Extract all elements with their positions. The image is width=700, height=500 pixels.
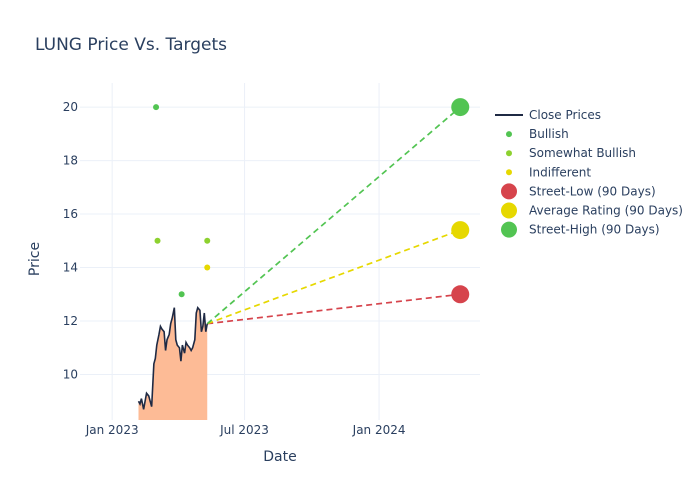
legend-swatch (506, 131, 512, 138)
target-line (207, 293, 461, 325)
y-tick-label: 18 (63, 154, 78, 168)
target-marker (451, 221, 470, 240)
rating-point (153, 104, 160, 111)
x-tick-label: Jul 2023 (219, 423, 269, 437)
y-tick-label: 10 (63, 368, 78, 382)
rating-point (204, 264, 211, 271)
close-price-area (138, 307, 208, 420)
x-axis-label: Date (263, 449, 296, 465)
legend-label: Street-Low (90 Days) (529, 184, 656, 198)
y-tick-label: 20 (63, 100, 78, 114)
legend-label: Close Prices (529, 108, 601, 122)
close-price-path (137, 305, 209, 410)
target-lines (206, 106, 461, 325)
legend-label: Indifferent (529, 165, 591, 179)
x-axis-ticks: Jan 2023 Jul 2023 Jan 2024 (85, 423, 406, 437)
rating-point (154, 237, 161, 244)
legend: Close Prices Bullish Somewhat Bullish Indif… (495, 108, 683, 238)
y-tick-label: 16 (63, 207, 78, 221)
rating-point (178, 291, 185, 298)
y-tick-label: 12 (63, 314, 78, 328)
target-line (206, 229, 461, 325)
legend-swatch (501, 183, 517, 200)
legend-label: Average Rating (90 Days) (529, 204, 683, 218)
x-tick-label: Jan 2024 (352, 423, 406, 437)
y-tick-label: 14 (63, 261, 78, 275)
legend-swatch (506, 169, 512, 176)
legend-label: Somewhat Bullish (529, 146, 636, 160)
target-marker (451, 285, 470, 304)
y-axis-ticks: 10 12 14 16 18 20 (63, 100, 78, 381)
target-marker (451, 98, 470, 117)
legend-label: Bullish (529, 127, 569, 141)
legend-label: Street-High (90 Days) (529, 223, 660, 237)
close-price-fill (138, 307, 208, 420)
grid (80, 83, 480, 420)
legend-swatch (501, 221, 517, 238)
legend-swatch (506, 150, 512, 157)
chart-title: LUNG Price Vs. Targets (35, 35, 227, 55)
rating-points (153, 98, 470, 304)
rating-point (204, 237, 211, 244)
close-price-line (137, 305, 209, 410)
x-tick-label: Jan 2023 (85, 423, 139, 437)
legend-swatch (501, 202, 517, 219)
target-line (206, 106, 461, 325)
y-axis-label: Price (27, 242, 43, 276)
